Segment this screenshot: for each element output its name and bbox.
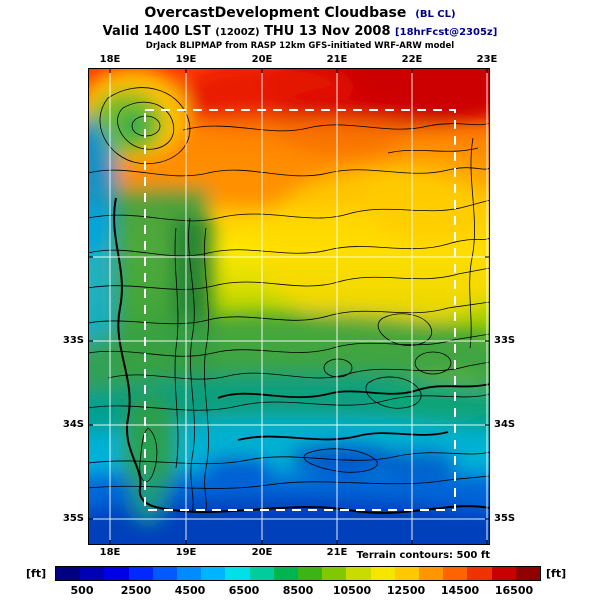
valid-date: THU 13 Nov 2008 bbox=[264, 24, 391, 39]
y-tick-left-35s: 35S bbox=[62, 513, 84, 524]
colorbar-cell bbox=[491, 567, 516, 580]
colorbar-cell bbox=[80, 567, 105, 580]
valid-zulu: (1200Z) bbox=[215, 27, 260, 38]
x-tick-top-22e: 22E bbox=[401, 54, 423, 65]
y-tick-right-33s: 33S bbox=[494, 335, 516, 346]
page-title-suffix: (BL CL) bbox=[415, 9, 456, 20]
colorbar-value-14500: 14500 bbox=[440, 584, 480, 597]
y-tick-right-34s: 34S bbox=[494, 419, 516, 430]
colorbar-value-16500: 16500 bbox=[494, 584, 534, 597]
colorbar-cell bbox=[322, 567, 347, 580]
colorbar-cell bbox=[346, 567, 371, 580]
colorbar-unit-left: [ft] bbox=[26, 567, 47, 580]
colorbar-cell bbox=[394, 567, 420, 580]
valid-time-row: Valid 1400 LST (1200Z) THU 13 Nov 2008 [… bbox=[0, 24, 600, 39]
forecast-map bbox=[88, 68, 490, 545]
colorbar-value-10500: 10500 bbox=[332, 584, 372, 597]
map-field-blobs bbox=[88, 68, 490, 545]
map-frame bbox=[88, 68, 490, 545]
colorbar-cell bbox=[467, 567, 492, 580]
model-attribution: DrJack BLIPMAP from RASP 12km GFS-initia… bbox=[145, 41, 455, 51]
colorbar-cell bbox=[419, 567, 444, 580]
valid-fcst: [18hrFcst@2305z] bbox=[395, 27, 498, 38]
colorbar-unit-right: [ft] bbox=[546, 567, 567, 580]
terrain-contours-note: Terrain contours: 500 ft bbox=[356, 550, 490, 561]
x-tick-bottom-19e: 19E bbox=[175, 547, 197, 558]
colorbar-cell bbox=[273, 567, 299, 580]
colorbar-cell bbox=[443, 567, 468, 580]
grid-lines bbox=[88, 68, 490, 545]
x-tick-bottom-21e: 21E bbox=[326, 547, 348, 558]
colorbar-cell bbox=[298, 567, 323, 580]
colorbar-cell bbox=[201, 567, 226, 580]
colorbar-value-6500: 6500 bbox=[228, 584, 260, 597]
colorbar-value-2500: 2500 bbox=[120, 584, 152, 597]
page-title: OvercastDevelopment Cloudbase bbox=[144, 5, 407, 21]
x-tick-bottom-20e: 20E bbox=[251, 547, 273, 558]
y-tick-right-35s: 35S bbox=[494, 513, 516, 524]
y-tick-left-34s: 34S bbox=[62, 419, 84, 430]
x-tick-top-19e: 19E bbox=[175, 54, 197, 65]
colorbar-cell bbox=[225, 567, 250, 580]
colorbar-value-4500: 4500 bbox=[174, 584, 206, 597]
colorbar-cell bbox=[56, 567, 81, 580]
colorbar-cell bbox=[128, 567, 153, 580]
colorbar-cells bbox=[55, 566, 541, 581]
colorbar-value-500: 500 bbox=[70, 584, 94, 597]
domain-box bbox=[144, 109, 456, 511]
colorbar-cell bbox=[370, 567, 395, 580]
axis-ticks bbox=[88, 68, 490, 545]
x-tick-top-21e: 21E bbox=[326, 54, 348, 65]
colorbar-value-8500: 8500 bbox=[282, 584, 314, 597]
colorbar-cell bbox=[177, 567, 202, 580]
colorbar-cell bbox=[104, 567, 129, 580]
valid-prefix: Valid 1400 LST bbox=[102, 24, 211, 39]
x-tick-top-20e: 20E bbox=[251, 54, 273, 65]
colorbar-cell bbox=[152, 567, 178, 580]
colorbar-value-12500: 12500 bbox=[386, 584, 426, 597]
x-tick-top-18e: 18E bbox=[99, 54, 121, 65]
x-tick-bottom-18e: 18E bbox=[99, 547, 121, 558]
x-tick-top-23e: 23E bbox=[476, 54, 498, 65]
header-title-row: OvercastDevelopment Cloudbase (BL CL) bbox=[0, 5, 600, 21]
y-tick-left-33s: 33S bbox=[62, 335, 84, 346]
colorbar-cell bbox=[515, 567, 541, 580]
map-plot bbox=[88, 68, 490, 545]
colorbar-cell bbox=[249, 567, 274, 580]
